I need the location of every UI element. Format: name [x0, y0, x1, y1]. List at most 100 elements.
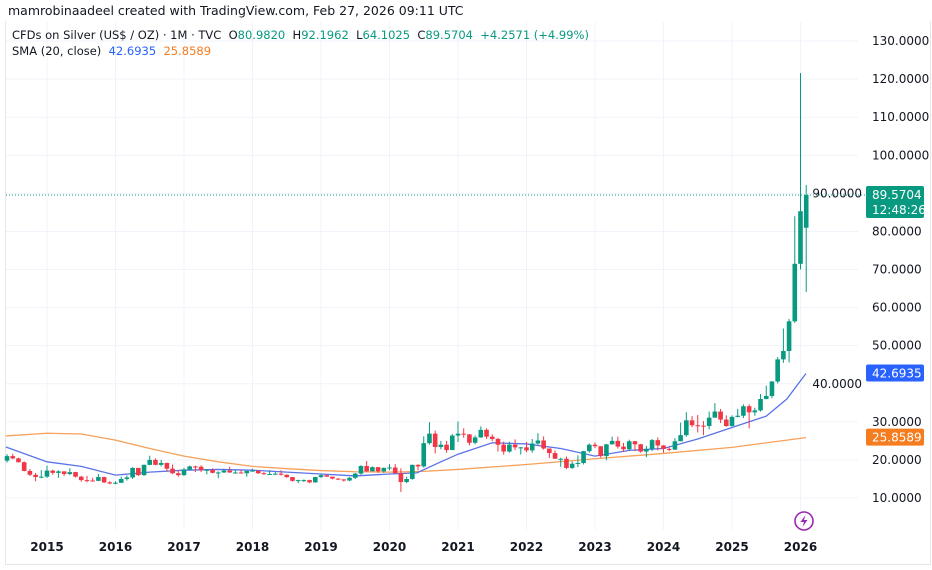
- candle-body: [50, 470, 56, 473]
- candle-body: [427, 433, 432, 444]
- candle-body: [626, 441, 632, 450]
- candle-body: [16, 458, 21, 463]
- candle-body: [729, 416, 735, 427]
- candle-body: [604, 444, 609, 457]
- candle-body: [678, 435, 683, 442]
- candle-body: [130, 467, 135, 478]
- x-tick-label: 2019: [304, 540, 337, 554]
- candle-body: [61, 471, 67, 475]
- candle-body: [621, 446, 626, 450]
- candle-body: [718, 411, 723, 420]
- tradingview-lightning-logo-icon: [794, 511, 814, 531]
- last-price-tag-bg: [866, 185, 924, 218]
- candle-body: [215, 472, 221, 474]
- candle-body: [478, 429, 484, 438]
- candle-body: [706, 417, 712, 427]
- candle-body: [187, 466, 193, 470]
- low-label: L: [356, 28, 363, 42]
- candle-body: [273, 473, 278, 475]
- candle-body: [569, 463, 575, 468]
- candle-body: [644, 448, 649, 452]
- candle-body: [495, 438, 501, 445]
- candle-body: [472, 437, 478, 443]
- sma-label[interactable]: SMA (20, close): [12, 44, 102, 58]
- candle-body: [193, 466, 198, 468]
- candle-body: [164, 462, 170, 469]
- y-tick-label: 40.0000: [812, 377, 862, 391]
- candle-body: [181, 469, 187, 476]
- candle-body: [781, 351, 786, 360]
- candle-body: [415, 464, 421, 467]
- sma-orange-price-tag-bg: [866, 428, 924, 446]
- y-tick-label: 10.0000: [872, 491, 922, 505]
- candle-body: [489, 436, 495, 439]
- sma-orange-price-tag: 25.8589: [872, 431, 922, 445]
- candle-body: [723, 419, 729, 427]
- y-tick-label: 100.0000: [872, 148, 929, 162]
- candle-body: [44, 470, 50, 477]
- candle-body: [392, 467, 398, 474]
- candle-body: [547, 448, 552, 454]
- candle-body: [347, 477, 352, 481]
- y-tick-label: 90.0000: [812, 186, 862, 200]
- symbol-name[interactable]: CFDs on Silver (US$ / OZ) · 1M · TVC: [12, 28, 222, 42]
- high-value: 92.1962: [301, 28, 349, 42]
- x-tick-label: 2021: [441, 540, 474, 554]
- candle-body: [444, 444, 449, 451]
- candle-body: [10, 456, 16, 459]
- candle-body: [746, 406, 752, 413]
- candle-body: [204, 469, 210, 471]
- candle-body: [529, 443, 535, 451]
- candle-body: [684, 420, 689, 436]
- candle-body: [666, 448, 672, 450]
- candle-body: [238, 472, 244, 474]
- candle-body: [535, 440, 541, 444]
- candle-body: [638, 444, 643, 452]
- candle-body: [335, 478, 341, 480]
- symbol-legend-row: CFDs on Silver (US$ / OZ) · 1M · TVC O80…: [12, 27, 589, 43]
- sma-blue-price-tag-bg: [866, 364, 924, 382]
- candle-body: [467, 434, 472, 443]
- y-tick-label: 20.0000: [872, 453, 922, 467]
- candle-body: [689, 420, 695, 426]
- candle-body: [484, 429, 489, 437]
- change-value: +4.2571 (+4.99%): [480, 28, 589, 42]
- candle-body: [803, 194, 809, 228]
- y-tick-label: 130.0000: [872, 34, 929, 48]
- candle-body: [210, 469, 215, 473]
- candle-body: [364, 466, 369, 472]
- candle-body: [455, 433, 461, 436]
- y-tick-label: 110.0000: [872, 110, 929, 124]
- candle-body: [250, 470, 255, 472]
- sma-line-blue: [5, 373, 807, 477]
- candle-body: [153, 459, 158, 465]
- y-tick-label: 70.0000: [872, 263, 922, 277]
- candle-body: [78, 476, 84, 481]
- candle-body: [312, 477, 318, 483]
- candle-body: [432, 433, 438, 447]
- candle-body: [96, 477, 101, 481]
- last-price-tag: 89.5704: [872, 188, 922, 202]
- candle-body: [609, 440, 615, 445]
- candle-body: [101, 477, 107, 483]
- candle-body: [792, 263, 798, 322]
- candle-body: [615, 440, 621, 447]
- candle-body: [786, 321, 792, 352]
- candle-body: [158, 462, 164, 465]
- candle-body: [701, 425, 706, 427]
- candle-body: [752, 410, 758, 413]
- candle-body: [518, 447, 524, 449]
- y-tick-label: 30.0000: [872, 415, 922, 429]
- candle-body: [107, 482, 113, 484]
- candle-body: [198, 466, 204, 471]
- candle-body: [227, 470, 232, 473]
- candle-body: [358, 466, 364, 474]
- y-tick-label: 50.0000: [872, 339, 922, 353]
- candle-body: [56, 471, 61, 473]
- candle-body: [741, 406, 746, 416]
- candle-body: [575, 462, 581, 464]
- candle-body: [255, 470, 261, 474]
- high-label: H: [292, 28, 302, 42]
- candle-body: [307, 480, 312, 483]
